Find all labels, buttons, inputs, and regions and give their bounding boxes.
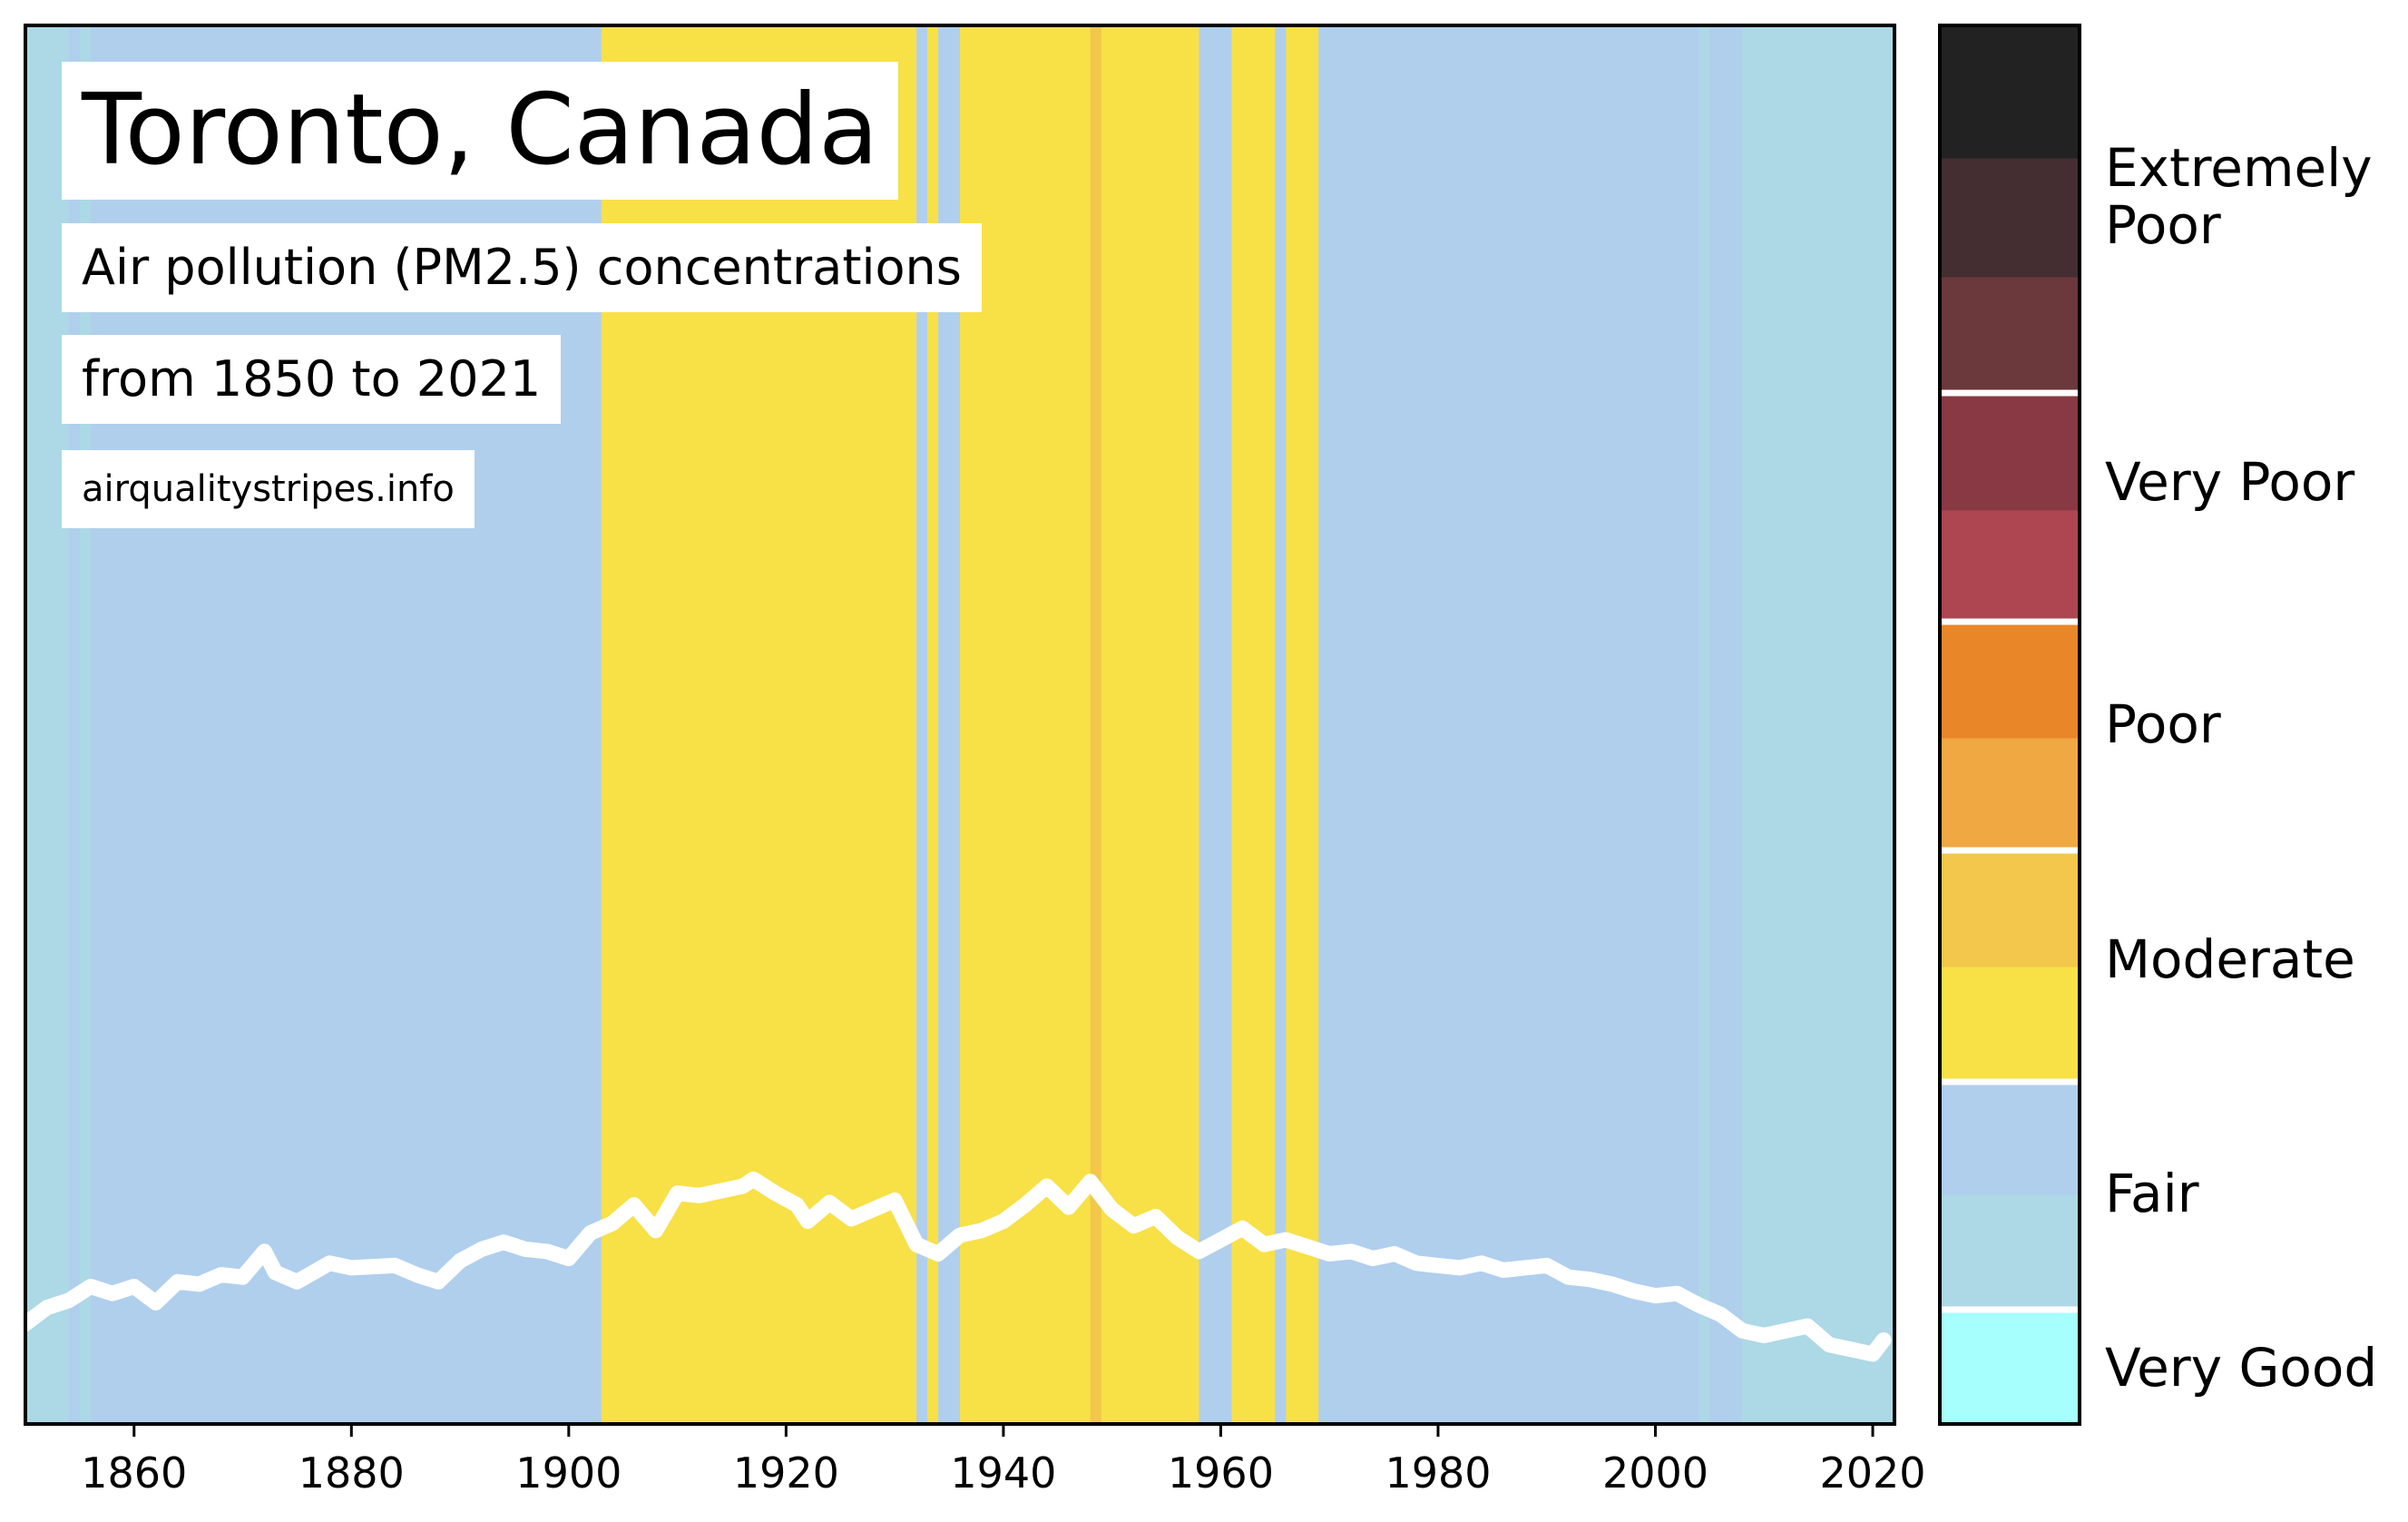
legend-label: Fair (2105, 1163, 2199, 1224)
legend-swatch (1940, 967, 2080, 1083)
stripe (1709, 25, 1743, 1424)
legend-label: Poor (2105, 693, 2221, 755)
legend-swatch (1940, 850, 2080, 967)
legend-swatch (1940, 1310, 2080, 1425)
legend-label: Very Poor (2105, 451, 2354, 513)
x-tick-label: 1900 (515, 1448, 622, 1497)
x-tick-label: 1980 (1385, 1448, 1491, 1497)
x-tick-label: 2000 (1602, 1448, 1708, 1497)
legend-swatch (1940, 738, 2080, 851)
x-axis: 1860 1880 1900 1920 1940 1960 1980 2000 2020 (81, 1424, 1926, 1497)
stripe (1090, 25, 1102, 1424)
x-tick-label: 1860 (81, 1448, 187, 1497)
stripe (1275, 25, 1287, 1424)
legend-swatch (1940, 1194, 2080, 1311)
chart-subtitle-line2: from 1850 to 2021 (62, 335, 562, 424)
legend-swatch (1940, 277, 2080, 394)
legend-swatch (1940, 510, 2080, 623)
chart-subtitle-line1: Air pollution (PM2.5) concentrations (62, 223, 982, 312)
legend-label: Very Good (2105, 1337, 2377, 1399)
x-tick-label: 1880 (299, 1448, 405, 1497)
stripe (927, 25, 939, 1424)
stripe (1742, 25, 1895, 1424)
legend-swatch (1940, 158, 2080, 278)
legend-swatch (1940, 25, 2080, 159)
stripe (1698, 25, 1710, 1424)
x-tick-label: 1940 (950, 1448, 1056, 1497)
legend-label: Moderate (2105, 928, 2355, 990)
stripe (1199, 25, 1233, 1424)
chart-title: Toronto, Canada (62, 62, 899, 200)
source-credit: airqualitystripes.info (62, 450, 475, 528)
legend-swatch (1940, 393, 2080, 511)
stripe (1101, 25, 1200, 1424)
stripe (1286, 25, 1319, 1424)
plot-frame (24, 24, 1896, 1426)
x-tick-label: 1920 (733, 1448, 839, 1497)
legend-label: Extremely Poor (2105, 137, 2373, 256)
stripe (916, 25, 928, 1424)
legend-colorbar (1940, 25, 2080, 1425)
stripe (960, 25, 1091, 1424)
legend-frame (1938, 24, 2081, 1426)
x-tick-label: 1960 (1168, 1448, 1274, 1497)
legend-labels: Very Good Fair Moderate Poor Very Poor Extrem… (2105, 137, 2377, 1399)
legend-swatch (1940, 622, 2080, 739)
legend-swatch (1940, 1082, 2080, 1195)
pm25-series-line (17, 1171, 1892, 1362)
stripe (1318, 25, 1700, 1424)
stripe (1231, 25, 1276, 1424)
x-tick-label: 2020 (1820, 1448, 1926, 1497)
